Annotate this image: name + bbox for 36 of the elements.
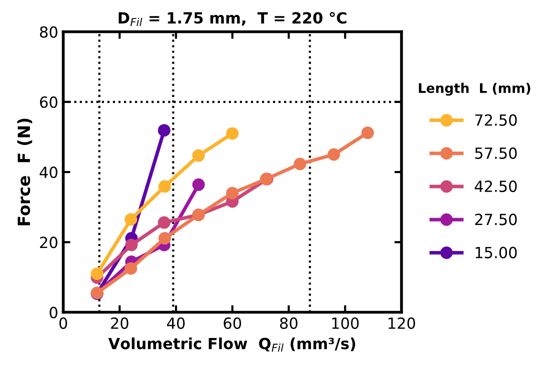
point xyxy=(125,238,138,252)
y-tick-label: 60 xyxy=(40,96,58,108)
x-tick-label: 100 xyxy=(332,317,359,329)
point xyxy=(361,126,374,140)
y-tick-label: 20 xyxy=(40,236,58,248)
point xyxy=(158,124,170,137)
chart-title: D$_{Fil}$ = 1.75 mm, T = 220 °C xyxy=(118,12,346,26)
point xyxy=(158,216,170,229)
point xyxy=(192,178,205,191)
x-tick-label: 80 xyxy=(280,317,298,329)
point xyxy=(226,186,239,200)
legend-label: 15.00 xyxy=(476,246,517,258)
y-axis-title: Force F (N) xyxy=(17,118,32,226)
legend-title: Length L (mm) xyxy=(418,82,530,96)
y-tick-label: 40 xyxy=(40,166,58,178)
point xyxy=(124,213,138,226)
point xyxy=(192,149,205,162)
legend-label: 27.50 xyxy=(475,214,517,226)
point xyxy=(158,180,171,193)
point xyxy=(90,267,104,280)
x-axis-title: Volumetric Flow Q$_{Fil}$ (mm³/s) xyxy=(108,337,356,352)
point xyxy=(158,232,171,245)
x-tick-label: 40 xyxy=(167,317,185,329)
y-tick-label: 0 xyxy=(50,306,58,318)
point xyxy=(328,148,340,161)
x-tick-label: 60 xyxy=(224,317,242,329)
y-tick-label: 80 xyxy=(40,26,58,38)
x-tick-label: 0 xyxy=(59,317,68,329)
x-tick-label: 120 xyxy=(388,317,416,329)
x-tick-label: 20 xyxy=(111,317,128,329)
legend-label: 42.50 xyxy=(474,180,517,192)
point xyxy=(124,262,138,275)
point xyxy=(294,158,306,170)
legend-label: 57.50 xyxy=(475,147,517,159)
point xyxy=(226,127,239,140)
legend-label: 72.50 xyxy=(475,114,517,126)
